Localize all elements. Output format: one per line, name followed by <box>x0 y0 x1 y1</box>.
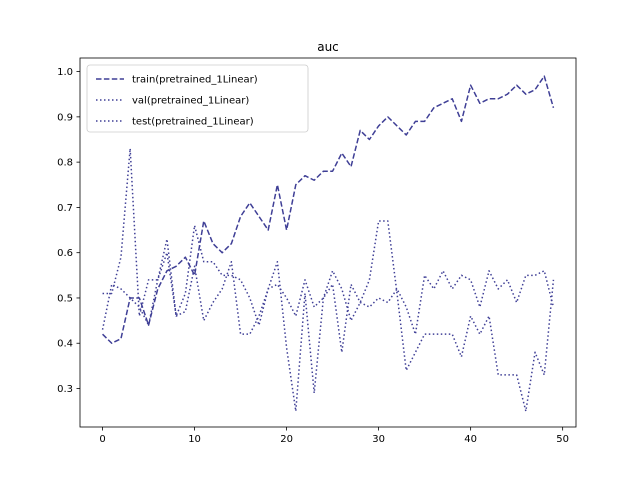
series-layer <box>101 75 555 412</box>
plot-frame <box>79 57 577 428</box>
y-tick-label-5: 0.8 <box>57 158 73 169</box>
legend-label-0: train(pretrained_1Linear) <box>132 75 258 86</box>
x-tick-label-4: 40 <box>464 434 477 445</box>
chart-title: auc <box>317 40 339 54</box>
y-tick-label-7: 1.0 <box>57 67 73 78</box>
legend-label-2: test(pretrained_1Linear) <box>132 117 254 128</box>
x-tick-label-0: 0 <box>99 434 105 445</box>
y-tick-label-6: 0.9 <box>57 112 73 123</box>
legend-label-1: val(pretrained_1Linear) <box>132 96 249 107</box>
y-tick-label-3: 0.6 <box>57 248 73 259</box>
legend-box <box>86 64 309 133</box>
y-tick-label-2: 0.5 <box>57 293 73 304</box>
y-tick-label-4: 0.7 <box>57 203 73 214</box>
y-tick-label-1: 0.4 <box>57 339 73 350</box>
x-tick-label-1: 10 <box>188 434 201 445</box>
x-tick-label-5: 50 <box>556 434 569 445</box>
x-tick-label-2: 20 <box>280 434 293 445</box>
y-tick-label-0: 0.3 <box>57 384 73 395</box>
legend: train(pretrained_1Linear) val(pretrained_… <box>86 64 309 133</box>
series-line-0 <box>102 75 555 344</box>
axes-layer: 0 10 20 30 40 50 0.3 0.4 0.5 0.6 0.7 0.8 0.9 1.0 <box>57 57 577 445</box>
x-tick-label-3: 30 <box>372 434 385 445</box>
